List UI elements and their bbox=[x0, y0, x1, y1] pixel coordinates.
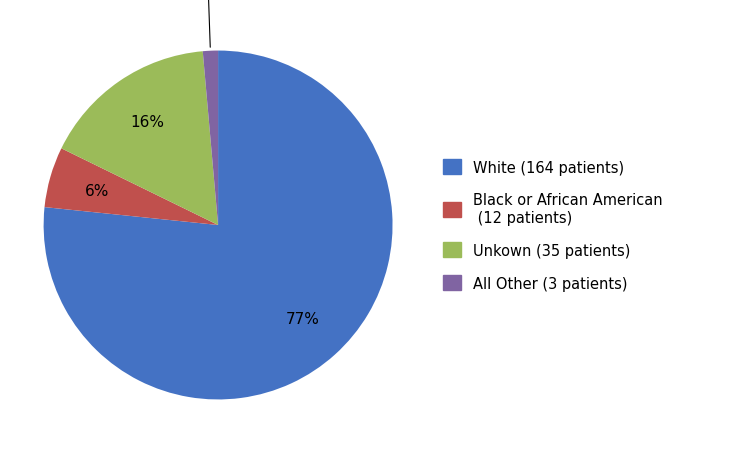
Wedge shape bbox=[62, 52, 218, 226]
Text: 6%: 6% bbox=[85, 184, 110, 198]
Wedge shape bbox=[44, 51, 393, 400]
Text: 77%: 77% bbox=[285, 311, 319, 326]
Text: 1%: 1% bbox=[0, 450, 1, 451]
Wedge shape bbox=[44, 149, 218, 226]
Wedge shape bbox=[203, 51, 218, 226]
Text: 16%: 16% bbox=[130, 115, 164, 130]
Legend: White (164 patients), Black or African American
 (12 patients), Unkown (35 patie: White (164 patients), Black or African A… bbox=[444, 160, 663, 291]
Text: 1%: 1% bbox=[196, 0, 220, 48]
